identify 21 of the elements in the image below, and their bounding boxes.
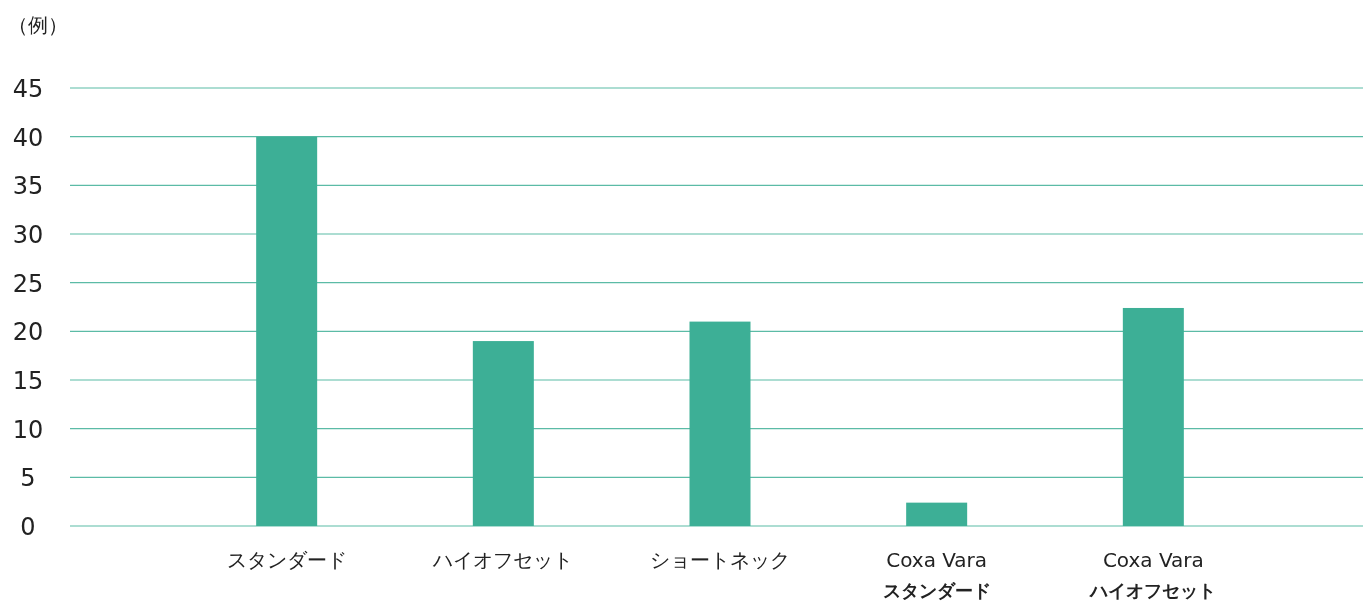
y-tick-label: 0: [20, 513, 36, 541]
x-tick-label: ショートネック: [650, 548, 790, 572]
x-tick-label: Coxa Vara スタンダード: [882, 548, 991, 601]
bar: [256, 136, 318, 526]
x-tick-label: スタンダード: [226, 548, 347, 572]
y-tick-label: 5: [20, 464, 36, 493]
y-tick-label: 45: [12, 75, 44, 103]
bar: [1122, 307, 1184, 526]
y-tick-label: 30: [12, 221, 44, 249]
x-tick-label: ハイオフセット: [432, 548, 574, 572]
y-tick-label: 35: [12, 172, 44, 201]
x-tick-label: Coxa Vara ハイオフセット: [1088, 548, 1217, 601]
y-axis-title: （例）: [8, 13, 68, 37]
bar: [689, 321, 751, 526]
bar: [472, 341, 534, 526]
bar: [906, 502, 968, 526]
y-tick-label: 25: [12, 269, 44, 298]
y-tick-label: 40: [12, 123, 44, 152]
y-tick-label: 20: [12, 318, 44, 347]
y-tick-label: 15: [12, 367, 44, 395]
y-tick-label: 10: [12, 415, 44, 444]
